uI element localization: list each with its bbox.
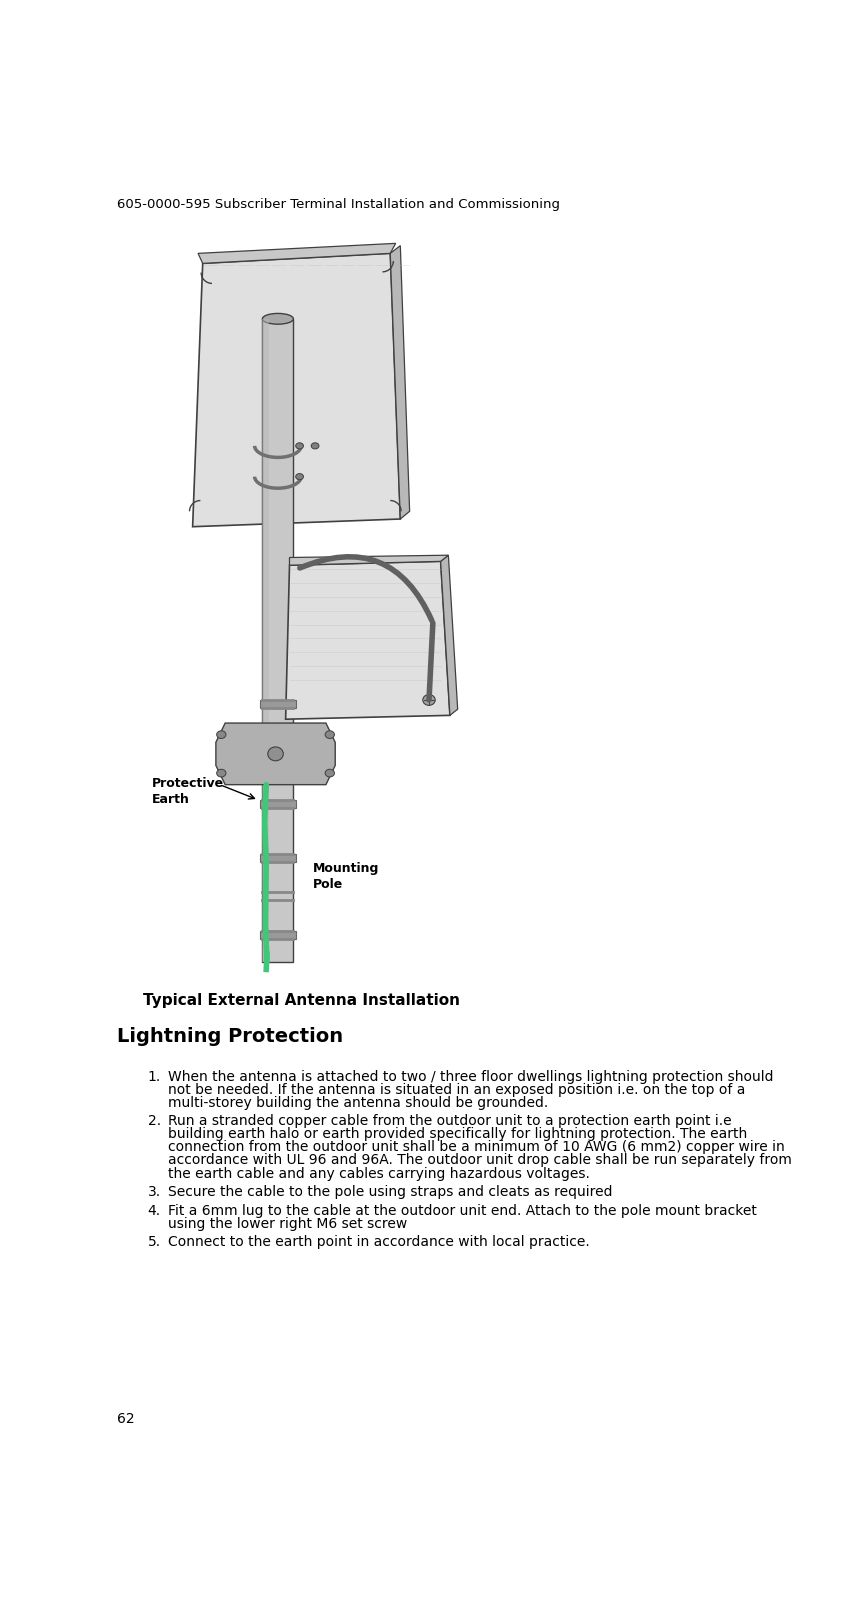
Polygon shape	[262, 320, 269, 962]
Text: Secure the cable to the pole using straps and cleats as required: Secure the cable to the pole using strap…	[168, 1186, 612, 1198]
Polygon shape	[262, 320, 294, 962]
Text: Run a stranded copper cable from the outdoor unit to a protection earth point i.: Run a stranded copper cable from the out…	[168, 1114, 732, 1128]
Polygon shape	[260, 853, 295, 861]
Polygon shape	[289, 555, 448, 566]
Ellipse shape	[216, 769, 226, 777]
Text: Lightning Protection: Lightning Protection	[117, 1028, 343, 1047]
Text: 4.: 4.	[148, 1203, 161, 1218]
Text: Mounting
Pole: Mounting Pole	[313, 861, 379, 890]
Text: 1.: 1.	[148, 1069, 161, 1083]
Ellipse shape	[295, 443, 303, 449]
Ellipse shape	[311, 443, 319, 449]
Text: Protective
Earth: Protective Earth	[152, 777, 224, 805]
Polygon shape	[390, 246, 410, 519]
Polygon shape	[216, 722, 335, 785]
Polygon shape	[286, 561, 450, 719]
Polygon shape	[260, 801, 295, 807]
Ellipse shape	[326, 769, 334, 777]
Text: using the lower right M6 set screw: using the lower right M6 set screw	[168, 1216, 407, 1230]
Text: multi-storey building the antenna should be grounded.: multi-storey building the antenna should…	[168, 1096, 548, 1109]
Text: building earth halo or earth provided specifically for lightning protection. The: building earth halo or earth provided sp…	[168, 1127, 747, 1141]
Text: not be needed. If the antenna is situated in an exposed position i.e. on the top: not be needed. If the antenna is situate…	[168, 1083, 746, 1096]
Text: 2.: 2.	[148, 1114, 161, 1128]
Text: 3.: 3.	[148, 1186, 161, 1198]
Text: accordance with UL 96 and 96A. The outdoor unit drop cable shall be run separate: accordance with UL 96 and 96A. The outdo…	[168, 1154, 792, 1168]
Text: Typical External Antenna Installation: Typical External Antenna Installation	[143, 992, 460, 1008]
Ellipse shape	[216, 730, 226, 738]
Ellipse shape	[295, 473, 303, 479]
Polygon shape	[260, 932, 295, 938]
Polygon shape	[192, 254, 400, 527]
Ellipse shape	[268, 746, 283, 761]
Text: 605-0000-595 Subscriber Terminal Installation and Commissioning: 605-0000-595 Subscriber Terminal Install…	[117, 198, 560, 211]
Ellipse shape	[326, 730, 334, 738]
Ellipse shape	[423, 695, 436, 705]
Polygon shape	[441, 555, 458, 716]
Text: Fit a 6mm lug to the cable at the outdoor unit end. Attach to the pole mount bra: Fit a 6mm lug to the cable at the outdoo…	[168, 1203, 757, 1218]
Text: the earth cable and any cables carrying hazardous voltages.: the earth cable and any cables carrying …	[168, 1167, 589, 1181]
Text: 5.: 5.	[148, 1235, 161, 1250]
Ellipse shape	[262, 313, 294, 324]
Text: Connect to the earth point in accordance with local practice.: Connect to the earth point in accordance…	[168, 1235, 589, 1250]
Text: 62: 62	[117, 1413, 134, 1425]
Text: When the antenna is attached to two / three floor dwellings lightning protection: When the antenna is attached to two / th…	[168, 1069, 773, 1083]
Text: connection from the outdoor unit shall be a minimum of 10 AWG (6 mm2) copper wir: connection from the outdoor unit shall b…	[168, 1141, 784, 1154]
Polygon shape	[260, 700, 295, 708]
Polygon shape	[198, 243, 396, 264]
